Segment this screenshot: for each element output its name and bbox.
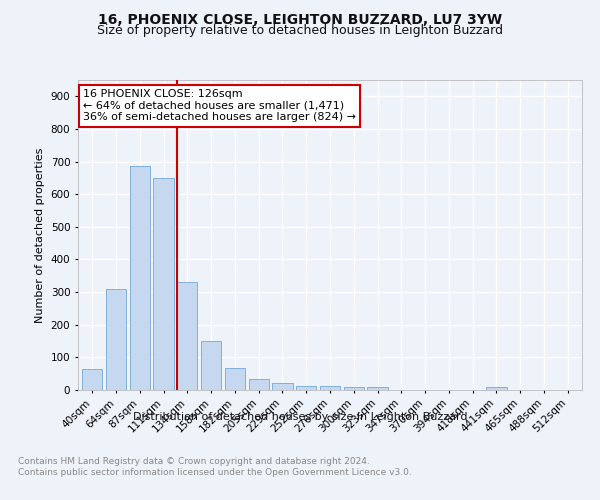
Bar — [130, 166, 150, 390]
Bar — [225, 368, 245, 390]
Text: Distribution of detached houses by size in Leighton Buzzard: Distribution of detached houses by size … — [133, 412, 467, 422]
Bar — [487, 386, 506, 390]
Bar — [177, 282, 197, 390]
Bar — [367, 388, 388, 390]
Text: Contains HM Land Registry data © Crown copyright and database right 2024.
Contai: Contains HM Land Registry data © Crown c… — [18, 458, 412, 477]
Bar — [201, 341, 221, 390]
Text: Size of property relative to detached houses in Leighton Buzzard: Size of property relative to detached ho… — [97, 24, 503, 37]
Bar — [296, 386, 316, 390]
Y-axis label: Number of detached properties: Number of detached properties — [35, 148, 45, 322]
Bar — [82, 370, 103, 390]
Text: 16 PHOENIX CLOSE: 126sqm
← 64% of detached houses are smaller (1,471)
36% of sem: 16 PHOENIX CLOSE: 126sqm ← 64% of detach… — [83, 90, 356, 122]
Bar — [248, 378, 269, 390]
Bar — [320, 386, 340, 390]
Bar — [154, 178, 173, 390]
Bar — [106, 289, 126, 390]
Bar — [272, 383, 293, 390]
Bar — [344, 386, 364, 390]
Text: 16, PHOENIX CLOSE, LEIGHTON BUZZARD, LU7 3YW: 16, PHOENIX CLOSE, LEIGHTON BUZZARD, LU7… — [98, 12, 502, 26]
